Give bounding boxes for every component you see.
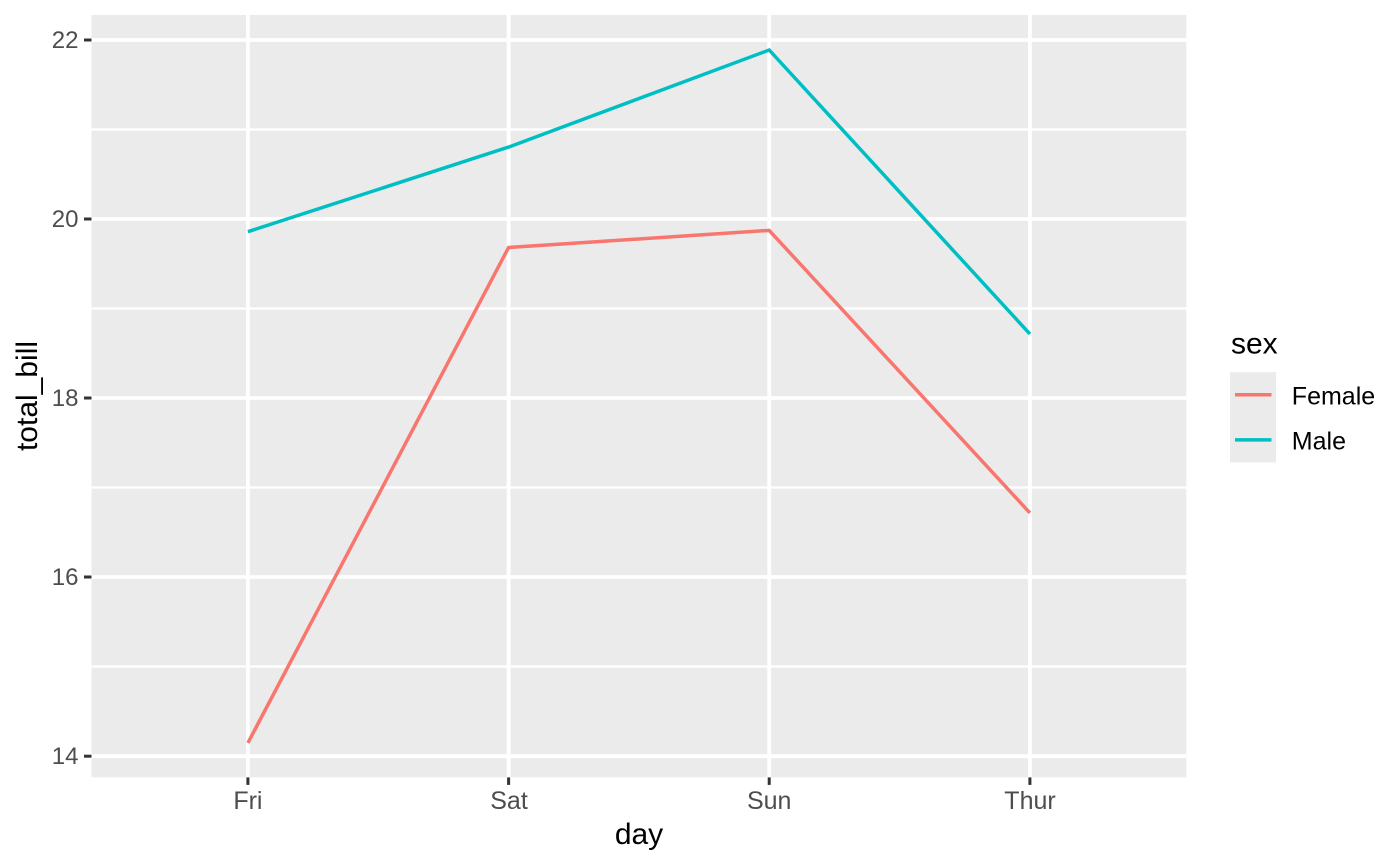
svg-text:16: 16 — [52, 564, 79, 591]
svg-text:22: 22 — [52, 27, 79, 54]
svg-text:Female: Female — [1292, 382, 1375, 410]
svg-text:Sun: Sun — [747, 787, 791, 815]
svg-text:14: 14 — [52, 743, 79, 770]
svg-text:20: 20 — [52, 206, 79, 233]
svg-text:Fri: Fri — [233, 787, 262, 815]
svg-text:Male: Male — [1292, 428, 1346, 456]
svg-text:Sat: Sat — [490, 787, 528, 815]
svg-text:Thur: Thur — [1004, 787, 1055, 815]
svg-text:sex: sex — [1231, 327, 1278, 360]
svg-text:total_bill: total_bill — [11, 341, 44, 451]
svg-text:18: 18 — [52, 385, 79, 412]
svg-text:day: day — [615, 818, 663, 851]
